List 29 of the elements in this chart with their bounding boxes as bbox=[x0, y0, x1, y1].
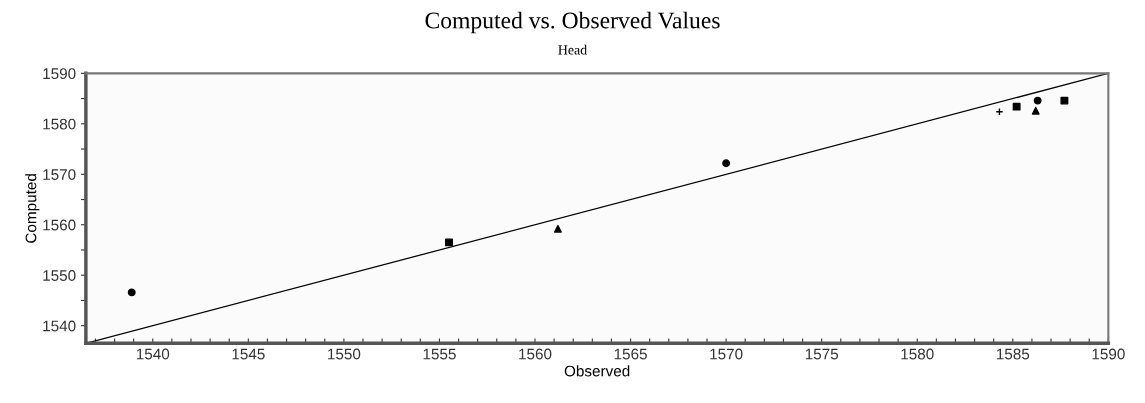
y-tick-label: 1550 bbox=[43, 270, 76, 281]
x-tick-label: 1545 bbox=[232, 348, 265, 360]
point bbox=[1060, 96, 1069, 105]
x-axis-title: Observed bbox=[564, 365, 630, 377]
x-tick-label: 1565 bbox=[614, 348, 647, 360]
x-tick-label: 1550 bbox=[328, 348, 361, 360]
point bbox=[127, 288, 136, 297]
x-tick-label: 1560 bbox=[519, 348, 552, 360]
point bbox=[445, 238, 453, 247]
y-tick-label: 1590 bbox=[43, 68, 76, 80]
x-tick-label: 1590 bbox=[1092, 348, 1125, 360]
point bbox=[553, 224, 562, 233]
x-tick-label: 1555 bbox=[423, 348, 456, 360]
chart-title: Computed vs. Observed Values bbox=[425, 11, 720, 34]
x-tick-label: 1570 bbox=[710, 348, 743, 360]
chart-subtitle: Head bbox=[558, 44, 587, 55]
y-tick-label: 1580 bbox=[43, 118, 76, 130]
y-tick-label: 1570 bbox=[43, 169, 76, 180]
point bbox=[1012, 102, 1021, 111]
y-tick-label: 1560 bbox=[43, 219, 76, 231]
y-tick-label: 1540 bbox=[43, 320, 76, 332]
x-tick-label: 1540 bbox=[136, 348, 170, 360]
x-tick-label: 1580 bbox=[901, 348, 934, 360]
point bbox=[1033, 96, 1042, 105]
y-axis-title: Computed bbox=[25, 174, 40, 243]
point bbox=[1031, 106, 1040, 115]
x-tick-label: 1575 bbox=[805, 348, 839, 360]
point bbox=[722, 159, 731, 168]
x-tick-label: 1585 bbox=[996, 348, 1030, 360]
